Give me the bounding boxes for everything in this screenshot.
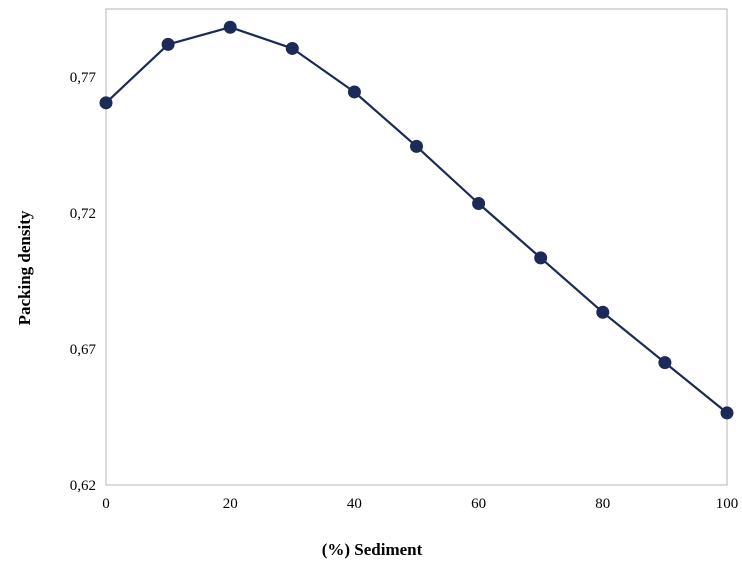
x-tick-label: 0 [102, 496, 110, 512]
x-axis-title: (%) Sediment [322, 540, 423, 559]
data-point [596, 305, 610, 319]
data-point [658, 356, 672, 370]
data-point [720, 406, 734, 420]
series-layer [99, 20, 734, 420]
x-tick-label: 60 [471, 496, 486, 512]
plot-area-frame [105, 8, 728, 486]
data-point [534, 251, 548, 265]
y-tick-label: 0,67 [70, 342, 97, 358]
data-point [285, 41, 299, 55]
y-axis-ticks: 0,62 0,67 0,72 0,77 [70, 70, 97, 494]
data-point [347, 85, 361, 99]
x-tick-label: 40 [347, 496, 362, 512]
x-tick-label: 80 [595, 496, 610, 512]
y-tick-label: 0,77 [70, 70, 97, 86]
y-tick-label: 0,72 [70, 206, 96, 222]
data-point [99, 96, 113, 110]
y-tick-label: 0,62 [70, 478, 96, 494]
y-axis-title: Packing density [15, 210, 34, 325]
data-point [161, 37, 175, 51]
x-tick-label: 100 [716, 496, 739, 512]
x-tick-label: 20 [223, 496, 238, 512]
data-point [472, 196, 486, 210]
data-point [410, 139, 423, 153]
data-point [223, 20, 237, 34]
series-line [105, 26, 728, 414]
x-axis-ticks: 0 20 40 60 80 100 [102, 496, 738, 512]
